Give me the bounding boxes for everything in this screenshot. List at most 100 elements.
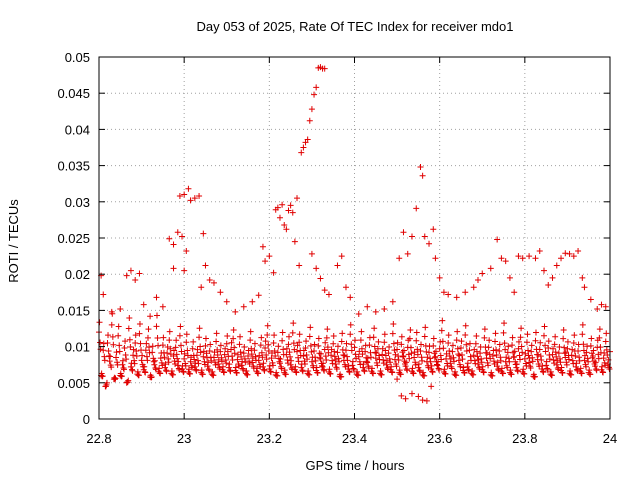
data-point [474, 360, 481, 367]
data-point [255, 292, 262, 299]
data-point [370, 334, 377, 341]
data-point [212, 359, 219, 366]
data-point [227, 368, 234, 375]
data-point [100, 340, 107, 347]
data-point [366, 342, 373, 349]
data-point [96, 319, 103, 326]
data-point [589, 353, 596, 360]
data-point [322, 339, 329, 346]
data-point [374, 362, 381, 369]
data-point [328, 352, 335, 359]
data-point [587, 371, 594, 378]
data-point [484, 350, 491, 357]
data-point [112, 375, 119, 382]
data-point [505, 355, 512, 362]
data-point [292, 363, 299, 370]
data-point [299, 368, 306, 375]
y-tick-label: 0.045 [57, 86, 90, 101]
data-point [351, 344, 358, 351]
data-point [316, 350, 323, 357]
data-point [507, 367, 514, 374]
data-point [583, 363, 590, 370]
data-point [311, 347, 318, 354]
x-tick-label: 23.2 [257, 431, 282, 446]
data-point [181, 267, 188, 274]
data-point [189, 364, 196, 371]
data-point [174, 355, 181, 362]
data-point [357, 337, 364, 344]
data-point [177, 323, 184, 330]
data-point [136, 320, 143, 327]
data-point [206, 367, 213, 374]
data-point [553, 262, 560, 269]
data-point [523, 339, 530, 346]
data-point [121, 345, 128, 352]
data-point [333, 364, 340, 371]
data-point [274, 204, 281, 211]
data-point [499, 370, 506, 377]
data-point [576, 354, 583, 361]
x-tick-label: 24 [603, 431, 617, 446]
data-point [317, 275, 324, 282]
data-point [525, 347, 532, 354]
data-point [196, 193, 203, 200]
data-point [500, 329, 507, 336]
data-point [179, 233, 186, 240]
data-point [305, 367, 312, 374]
data-point [446, 352, 453, 359]
data-point [428, 383, 435, 390]
data-point [120, 364, 127, 371]
data-point [288, 357, 295, 364]
data-point [375, 338, 382, 345]
data-point [492, 338, 499, 345]
data-point [381, 339, 388, 346]
data-point [176, 366, 183, 373]
data-point [213, 330, 220, 337]
data-point [494, 363, 501, 370]
data-point [400, 347, 407, 354]
data-point [229, 353, 236, 360]
data-point [564, 345, 571, 352]
data-point [170, 353, 177, 360]
data-point [511, 289, 518, 296]
data-point [100, 291, 107, 298]
data-point [525, 352, 532, 359]
data-point [488, 369, 495, 376]
data-point [526, 359, 533, 366]
data-point [514, 367, 521, 374]
data-point [238, 362, 245, 369]
data-point [413, 329, 420, 336]
data-point [467, 353, 474, 360]
data-point [151, 357, 158, 364]
data-point [447, 360, 454, 367]
data-point [480, 368, 487, 375]
data-point [236, 341, 243, 348]
data-point [394, 346, 401, 353]
data-point [571, 332, 578, 339]
data-point [203, 350, 210, 357]
data-point [340, 352, 347, 359]
data-point [405, 351, 412, 358]
data-point [173, 337, 180, 344]
data-point [487, 355, 494, 362]
data-point [205, 366, 212, 373]
data-point [552, 349, 559, 356]
data-point [264, 322, 271, 329]
data-point [513, 361, 520, 368]
data-point [587, 342, 594, 349]
data-point [265, 341, 272, 348]
data-point [418, 341, 425, 348]
data-point [445, 339, 452, 346]
data-point [545, 338, 552, 345]
data-point [517, 334, 524, 341]
data-point [549, 274, 556, 281]
data-point [142, 369, 149, 376]
data-point [342, 347, 349, 354]
data-point [231, 350, 238, 357]
data-point [358, 328, 365, 335]
data-point [306, 333, 313, 340]
data-point [192, 366, 199, 373]
data-point [111, 374, 118, 381]
data-point [379, 351, 386, 358]
data-point [296, 339, 303, 346]
